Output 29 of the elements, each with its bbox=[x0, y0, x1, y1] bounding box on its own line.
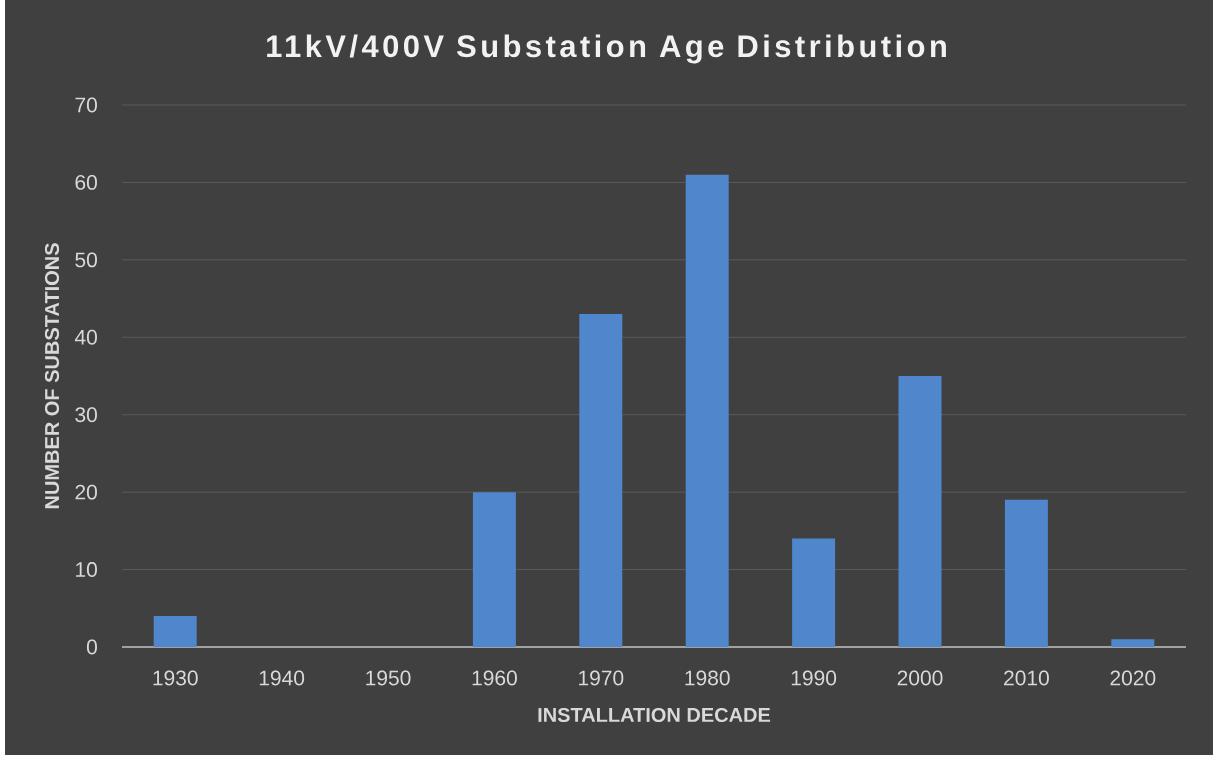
bar bbox=[153, 616, 197, 647]
x-axis-title: INSTALLATION DECADE bbox=[538, 707, 771, 723]
y-tick-label: 70 bbox=[75, 97, 97, 113]
y-tick-label: 60 bbox=[75, 174, 97, 190]
y-tick-label: 10 bbox=[76, 562, 97, 577]
x-tick-label: 1940 bbox=[259, 670, 305, 686]
x-tick-label: 1990 bbox=[791, 670, 837, 686]
x-tick-label: 2000 bbox=[897, 670, 943, 686]
bar bbox=[685, 174, 729, 647]
x-tick-label: 2020 bbox=[1110, 670, 1156, 686]
y-tick-label: 50 bbox=[75, 252, 97, 268]
x-tick-label: 2010 bbox=[1004, 670, 1049, 686]
bar bbox=[792, 538, 836, 647]
x-tick-label: 1950 bbox=[366, 670, 411, 686]
y-tick-label: 40 bbox=[74, 329, 97, 345]
bar bbox=[472, 492, 516, 647]
y-tick-label: 0 bbox=[86, 639, 97, 655]
bar bbox=[898, 375, 942, 647]
x-tick-label: 1930 bbox=[153, 670, 198, 686]
bar bbox=[1111, 639, 1155, 647]
bar bbox=[1004, 499, 1048, 647]
x-tick-label: 1970 bbox=[579, 670, 624, 686]
x-tick-label: 1960 bbox=[472, 670, 517, 686]
y-tick-label: 30 bbox=[75, 407, 97, 423]
y-axis-title: NUMBER OF SUBSTATIONS bbox=[44, 243, 60, 509]
bar bbox=[579, 314, 623, 647]
chart-title: 11kV/400V Substation Age Distribution bbox=[267, 34, 946, 64]
x-tick-label: 1980 bbox=[685, 670, 730, 686]
y-tick-label: 20 bbox=[75, 484, 97, 500]
